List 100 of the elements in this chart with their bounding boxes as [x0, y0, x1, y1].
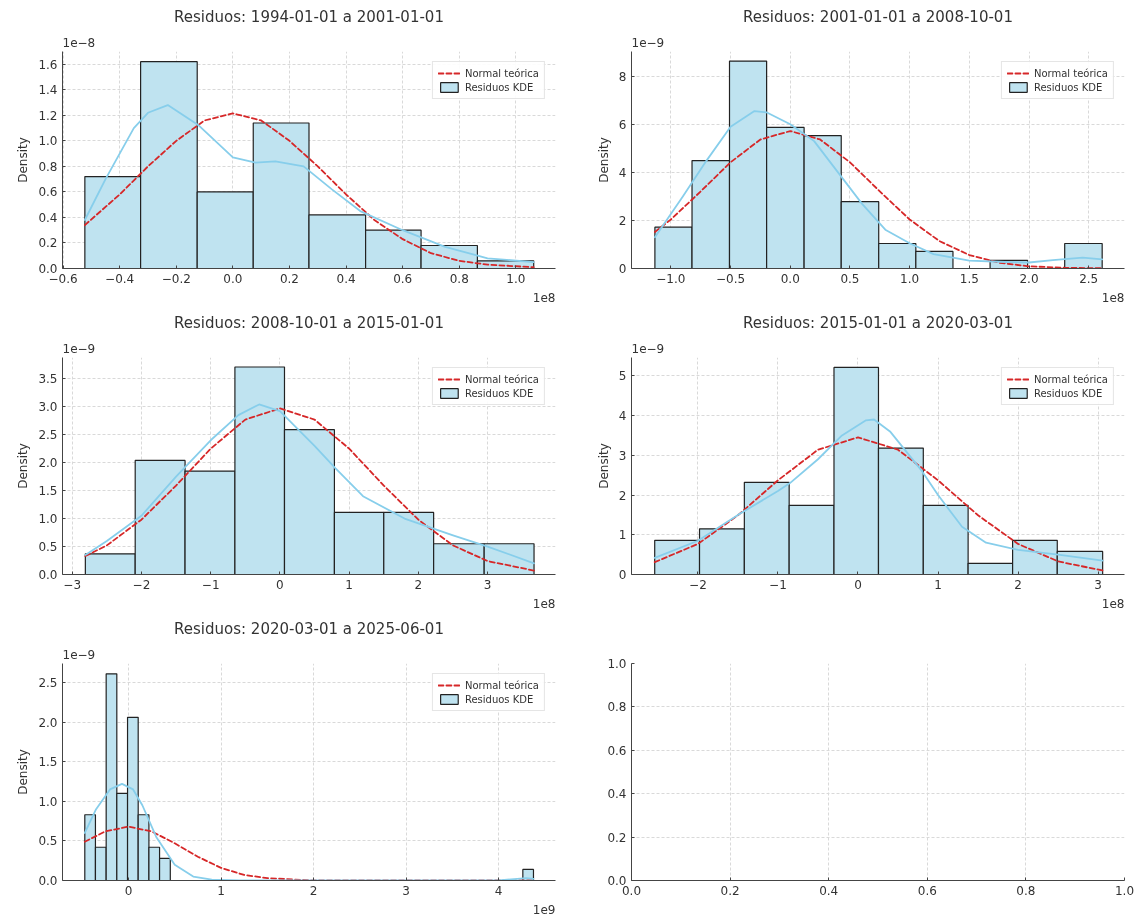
x-tick-label: 0 — [854, 577, 862, 592]
x-tick-label: −1 — [769, 577, 787, 592]
x-tick-label: 3 — [483, 577, 492, 592]
y-tick-label: 0.2 — [607, 830, 627, 845]
y-tick-label: 5 — [618, 369, 627, 384]
text: 1e−8 — [62, 35, 96, 50]
x-tick-label: 2 — [309, 883, 318, 898]
x-tick-label: 1.0 — [506, 271, 526, 286]
x-tick-label: −2 — [132, 577, 151, 592]
y-tick-label: 4 — [618, 165, 627, 180]
y-axis-title: Density — [16, 443, 31, 489]
y-axis-title: Density — [16, 749, 31, 795]
y-tick-label: 1.0 — [607, 657, 627, 671]
y-tick-label: 0.8 — [38, 159, 58, 174]
y-tick-label: 0.6 — [607, 743, 627, 758]
x-tick-label: 0.2 — [720, 883, 740, 898]
y-tick-label: 0 — [618, 568, 627, 582]
text: 1e8 — [1101, 290, 1125, 305]
y-tick-label: 0.2 — [38, 236, 58, 251]
y-tick-label: 0.6 — [38, 185, 58, 200]
y-tick-label: 0.5 — [38, 834, 58, 849]
y-tick-label: 1.5 — [38, 755, 58, 770]
y-tick-label: 1.5 — [38, 484, 58, 499]
x-tick-label: 1.5 — [959, 271, 979, 286]
y-tick-label: 1.0 — [38, 794, 58, 809]
legend-label: Normal teórica — [464, 679, 539, 691]
legend-label: Normal teórica — [1033, 373, 1108, 385]
x-tick-label: −1.0 — [656, 271, 686, 286]
x-tick-label: −0.5 — [716, 271, 746, 286]
y-tick-label: 2.5 — [38, 428, 58, 443]
y-tick-label: 3 — [618, 448, 627, 463]
y-tick-label: 6 — [618, 117, 627, 132]
y-axis-title: Density — [16, 137, 31, 183]
y-tick-label: 3.0 — [38, 400, 58, 415]
chart-title: Residuos: 2001-01-01 a 2008-10-01 — [743, 7, 1013, 26]
y-tick-label: 3.5 — [38, 372, 58, 387]
y-axis-title: Density — [596, 443, 611, 489]
text: 1e8 — [532, 596, 556, 611]
y-tick-label: 1 — [618, 528, 627, 543]
x-tick-label: 0.6 — [917, 883, 937, 898]
x-tick-label: 3 — [1094, 577, 1102, 592]
text: 1e−9 — [631, 341, 665, 356]
x-tick-label: 2.5 — [1079, 271, 1099, 286]
x-tick-label: 0 — [276, 577, 284, 592]
x-tick-label: 0 — [124, 883, 133, 898]
y-tick-label: 8 — [618, 69, 627, 84]
y-tick-label: 0 — [618, 262, 627, 276]
x-tick-label: −3 — [63, 577, 82, 592]
y-tick-label: 1.6 — [38, 57, 58, 72]
y-tick-label: 0.4 — [38, 210, 58, 225]
x-tick-label: 0.4 — [819, 883, 839, 898]
x-tick-label: 1.0 — [900, 271, 920, 286]
y-axis-title: Density — [596, 137, 611, 183]
x-tick-label: 0.0 — [223, 271, 243, 286]
legend-label: Residuos KDE — [464, 81, 534, 93]
x-tick-label: 0.2 — [279, 271, 300, 286]
x-tick-label: 0.0 — [780, 271, 800, 286]
chart-title: Residuos: 1994-01-01 a 2001-01-01 — [174, 7, 444, 26]
x-tick-label: 0.5 — [840, 271, 860, 286]
x-tick-label: 1.0 — [1114, 883, 1135, 898]
y-tick-label: 0.0 — [38, 874, 58, 888]
text: 1e8 — [532, 290, 556, 305]
x-tick-label: −0.4 — [105, 271, 135, 286]
text: 1e−9 — [62, 647, 96, 662]
chart-title: Residuos: 2008-10-01 a 2015-01-01 — [174, 313, 444, 332]
chart-title: Residuos: 2020-03-01 a 2025-06-01 — [174, 619, 444, 638]
legend-label: Normal teórica — [464, 67, 539, 79]
y-tick-label: 0.5 — [38, 540, 58, 555]
legend-label: Residuos KDE — [1033, 387, 1103, 399]
y-tick-label: 0.0 — [38, 262, 58, 276]
legend-label: Normal teórica — [464, 373, 539, 385]
legend-label: Residuos KDE — [464, 387, 534, 399]
y-tick-label: 2.0 — [38, 456, 58, 471]
text: 1e−9 — [62, 341, 96, 356]
x-tick-label: 0.8 — [1016, 883, 1036, 898]
x-tick-label: 2 — [414, 577, 423, 592]
x-tick-label: 2.0 — [1019, 271, 1039, 286]
text: 1e−9 — [631, 35, 665, 50]
y-tick-label: 1.0 — [38, 512, 58, 527]
x-tick-label: 1 — [934, 577, 942, 592]
legend-label: Residuos KDE — [464, 693, 534, 705]
y-tick-label: 0.4 — [607, 787, 627, 802]
y-tick-label: 2 — [618, 213, 627, 228]
y-tick-label: 2.0 — [38, 715, 58, 730]
x-tick-label: −0.2 — [161, 271, 191, 286]
x-tick-label: −2 — [689, 577, 707, 592]
y-tick-label: 2 — [618, 488, 627, 503]
x-tick-label: 1 — [345, 577, 353, 592]
text: 1e8 — [1101, 596, 1125, 611]
x-tick-label: 1 — [217, 883, 225, 898]
y-tick-label: 1.2 — [38, 108, 58, 123]
y-tick-label: 1.4 — [38, 83, 58, 98]
chart-title: Residuos: 2015-01-01 a 2020-03-01 — [743, 313, 1013, 332]
legend-label: Normal teórica — [1033, 67, 1108, 79]
x-tick-label: 3 — [402, 883, 410, 898]
legend-label: Residuos KDE — [1033, 81, 1103, 93]
y-tick-label: 2.5 — [38, 676, 58, 691]
y-tick-label: 0.0 — [38, 568, 58, 582]
x-tick-label: 2 — [1014, 577, 1022, 592]
y-tick-label: 0.8 — [607, 700, 627, 715]
